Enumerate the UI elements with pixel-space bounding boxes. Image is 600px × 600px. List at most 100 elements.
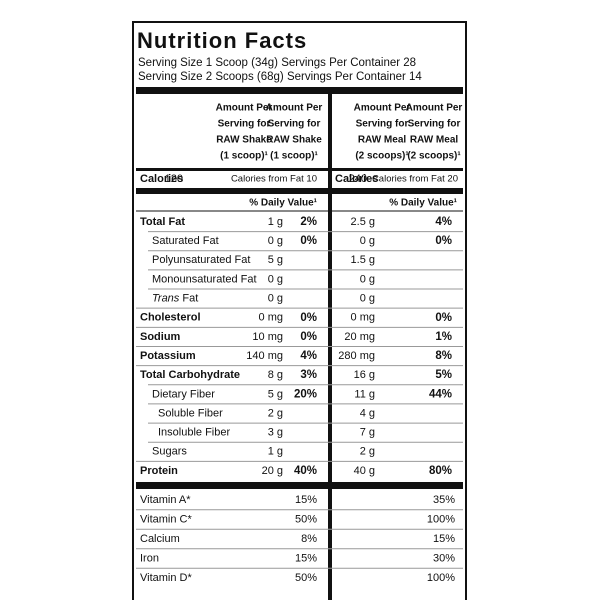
- daily-value: 44%: [429, 388, 452, 400]
- serving-line: Serving Size 1 Scoop (34g) Servings Per …: [138, 57, 416, 69]
- daily-value-header: % Daily Value¹: [249, 198, 317, 209]
- column-header: RAW Shake: [216, 135, 272, 146]
- daily-value: 1%: [435, 331, 452, 343]
- daily-value: 35%: [433, 494, 455, 506]
- rule: [136, 168, 463, 171]
- vitamin-name: Vitamin A*: [140, 494, 191, 506]
- nutrient-name: Insoluble Fiber: [158, 427, 230, 439]
- nutrient-name: Polyunsaturated Fat: [152, 254, 250, 266]
- nutrient-name: Sodium: [140, 331, 181, 343]
- daily-value: 0%: [300, 235, 317, 247]
- calories-label: Calories: [140, 173, 183, 185]
- calories-from-fat: Calories from Fat 10: [231, 174, 317, 185]
- amount: 2.5 g: [351, 216, 375, 228]
- daily-value: 100%: [427, 572, 455, 584]
- daily-value: 2%: [300, 216, 317, 228]
- amount: 1 g: [268, 216, 283, 228]
- nutrient-name: Protein: [140, 465, 178, 477]
- daily-value: 15%: [295, 552, 317, 564]
- column-header: Serving for: [356, 119, 409, 130]
- amount: 5 g: [268, 254, 283, 266]
- amount: 10 mg: [252, 331, 283, 343]
- column-header: (2 scoops)¹: [407, 151, 461, 162]
- daily-value: 0%: [300, 312, 317, 324]
- amount: 140 mg: [246, 350, 283, 362]
- nutrient-name: Saturated Fat: [152, 235, 219, 247]
- nutrient-name: Trans Fat: [152, 293, 198, 305]
- nutrient-name: Monounsaturated Fat: [152, 273, 257, 285]
- column-header: (2 scoops)¹: [355, 151, 409, 162]
- daily-value: 50%: [295, 572, 317, 584]
- column-header: Amount Per: [354, 103, 411, 114]
- daily-value: 3%: [300, 369, 317, 381]
- daily-value-header: % Daily Value¹: [389, 198, 457, 209]
- amount: 3 g: [268, 427, 283, 439]
- column-divider: [328, 94, 332, 600]
- column-header: (1 scoop)¹: [270, 151, 318, 162]
- amount: 0 g: [360, 273, 375, 285]
- thick-rule: [136, 482, 463, 489]
- calories-value: 120: [165, 173, 183, 185]
- daily-value: 30%: [433, 552, 455, 564]
- nutrient-name: Cholesterol: [140, 312, 201, 324]
- amount: 0 g: [268, 293, 283, 305]
- amount: 1.5 g: [351, 254, 375, 266]
- daily-value: 0%: [435, 235, 452, 247]
- amount: 20 g: [262, 465, 283, 477]
- vitamin-name: Vitamin C*: [140, 513, 192, 525]
- amount: 0 mg: [351, 312, 375, 324]
- nutrient-name: Soluble Fiber: [158, 407, 223, 419]
- column-header: RAW Shake: [266, 135, 322, 146]
- amount: 11 g: [354, 388, 375, 400]
- daily-value: 50%: [295, 513, 317, 525]
- daily-value: 80%: [429, 465, 452, 477]
- daily-value: 15%: [295, 494, 317, 506]
- amount: 2 g: [268, 407, 283, 419]
- title: Nutrition Facts: [137, 28, 307, 53]
- amount: 5 g: [268, 388, 283, 400]
- column-header: Serving for: [268, 119, 321, 130]
- daily-value: 0%: [435, 312, 452, 324]
- amount: 8 g: [268, 369, 283, 381]
- calories-label: Calories: [335, 173, 378, 185]
- vitamin-name: Iron: [140, 552, 159, 564]
- column-header: RAW Meal: [358, 135, 407, 146]
- amount: 0 g: [268, 235, 283, 247]
- amount: 16 g: [354, 369, 375, 381]
- label-border: [132, 21, 467, 600]
- thick-rule: [136, 188, 463, 194]
- amount: 0 g: [360, 235, 375, 247]
- serving-line: Serving Size 2 Scoops (68g) Servings Per…: [138, 71, 422, 83]
- daily-value: 8%: [301, 533, 317, 545]
- daily-value: 20%: [294, 388, 317, 400]
- amount: 0 mg: [259, 312, 283, 324]
- column-header: Serving for: [218, 119, 271, 130]
- nutrient-name: Dietary Fiber: [152, 388, 215, 400]
- amount: 20 mg: [344, 331, 375, 343]
- daily-value: 100%: [427, 513, 455, 525]
- thick-rule: [136, 87, 463, 94]
- daily-value: 40%: [294, 465, 317, 477]
- amount: 0 g: [360, 293, 375, 305]
- daily-value: 4%: [300, 350, 317, 362]
- nutrient-name: Total Carbohydrate: [140, 369, 240, 381]
- nutrient-name: Potassium: [140, 350, 196, 362]
- column-header: Amount Per: [216, 103, 273, 114]
- daily-value: 8%: [435, 350, 452, 362]
- column-header: RAW Meal: [410, 135, 459, 146]
- vitamin-name: Calcium: [140, 533, 180, 545]
- daily-value: 15%: [433, 533, 455, 545]
- nutrient-name: Sugars: [152, 446, 187, 458]
- nutrient-name: Total Fat: [140, 216, 185, 228]
- daily-value: 4%: [435, 216, 452, 228]
- calories-value: 240: [349, 173, 367, 185]
- column-header: Amount Per: [406, 103, 463, 114]
- daily-value: 0%: [300, 331, 317, 343]
- amount: 280 mg: [338, 350, 375, 362]
- column-header: (1 scoop)¹: [220, 151, 268, 162]
- amount: 2 g: [360, 446, 375, 458]
- amount: 1 g: [268, 446, 283, 458]
- vitamin-name: Vitamin D*: [140, 572, 192, 584]
